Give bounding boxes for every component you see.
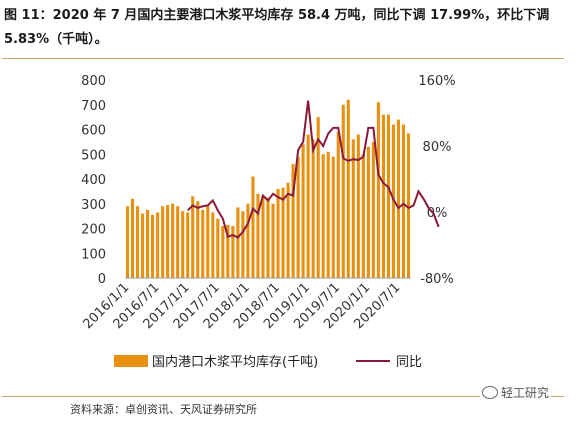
bar <box>396 119 401 278</box>
bar <box>186 212 190 278</box>
right-tick-label: 160% <box>418 74 455 89</box>
footer-divider <box>2 396 564 397</box>
bar <box>196 201 200 278</box>
bar <box>261 196 265 278</box>
bar <box>201 209 205 278</box>
bar <box>321 154 325 278</box>
bar <box>281 187 285 278</box>
bar <box>341 104 345 278</box>
bar <box>271 203 275 278</box>
bar <box>146 209 150 278</box>
bar <box>246 203 250 278</box>
left-tick-label: 200 <box>81 223 106 238</box>
right-tick-label: 80% <box>423 140 452 155</box>
bar <box>176 206 180 278</box>
bar <box>266 197 270 278</box>
right-tick-label: -80% <box>420 272 454 287</box>
right-axis: -80% 0% 80% 160% <box>418 74 455 287</box>
bar <box>401 124 406 278</box>
bar <box>371 141 375 279</box>
bar <box>211 212 215 278</box>
left-tick-label: 500 <box>81 148 106 163</box>
legend-line-label: 同比 <box>396 355 422 370</box>
bar <box>296 156 300 278</box>
bar <box>256 193 260 278</box>
bar <box>236 207 240 278</box>
left-tick-label: 0 <box>98 272 106 287</box>
bar <box>221 226 225 278</box>
bar <box>346 99 350 278</box>
bar <box>361 154 365 278</box>
bar-series <box>125 99 411 279</box>
bar <box>181 211 185 278</box>
bar <box>226 224 230 278</box>
bar <box>166 204 170 278</box>
source-note: 资料来源：卓创资讯、天风证券研究所 <box>70 403 257 416</box>
legend-bar-swatch <box>114 355 148 367</box>
left-tick-label: 400 <box>81 173 106 188</box>
bar <box>276 188 280 278</box>
bar <box>301 144 305 278</box>
bar <box>406 133 411 278</box>
bar <box>161 206 165 278</box>
chart-title: 图 11：2020 年 7 月国内主要港口木浆平均库存 58.4 万吨，同比下调… <box>4 8 550 47</box>
bar <box>311 139 315 278</box>
bar <box>326 151 330 278</box>
bar <box>386 114 390 279</box>
left-tick-label: 700 <box>81 99 106 114</box>
bar <box>130 198 135 278</box>
left-tick-label: 100 <box>81 247 106 262</box>
left-tick-label: 800 <box>81 74 106 89</box>
yoy-line <box>187 100 440 239</box>
watermark-label: 轻工研究 <box>501 386 550 400</box>
bar <box>206 206 210 278</box>
left-tick-label: 600 <box>81 124 106 139</box>
title-divider <box>2 58 564 59</box>
legend-bar-label: 国内港口木浆平均库存(千吨) <box>152 354 318 370</box>
left-tick-label: 300 <box>81 198 106 213</box>
bar <box>331 156 335 278</box>
bar <box>376 102 380 278</box>
bar <box>125 206 130 278</box>
bar <box>381 114 385 279</box>
bar <box>241 211 245 278</box>
bar <box>291 164 295 278</box>
bar <box>366 146 370 278</box>
legend: 国内港口木浆平均库存(千吨) 同比 <box>114 354 422 370</box>
bar <box>191 196 195 278</box>
bar <box>151 214 155 278</box>
bar <box>135 206 140 278</box>
bar <box>216 218 220 278</box>
bar <box>141 213 145 278</box>
bar <box>306 134 310 278</box>
x-axis: 2016/1/12016/7/12017/1/12017/7/12018/1/1… <box>80 280 403 332</box>
bar <box>316 117 320 279</box>
wechat-icon <box>482 386 498 399</box>
bar <box>336 131 340 278</box>
bar <box>251 176 255 278</box>
watermark: 轻工研究 <box>480 384 552 401</box>
bar <box>286 182 290 278</box>
right-tick-label: 0% <box>427 206 448 221</box>
bar <box>156 212 160 278</box>
left-axis: 0 100 200 300 400 500 600 700 800 <box>81 74 106 287</box>
bar <box>171 203 175 278</box>
bar <box>356 134 360 278</box>
bar <box>231 226 235 278</box>
bar <box>351 139 355 278</box>
